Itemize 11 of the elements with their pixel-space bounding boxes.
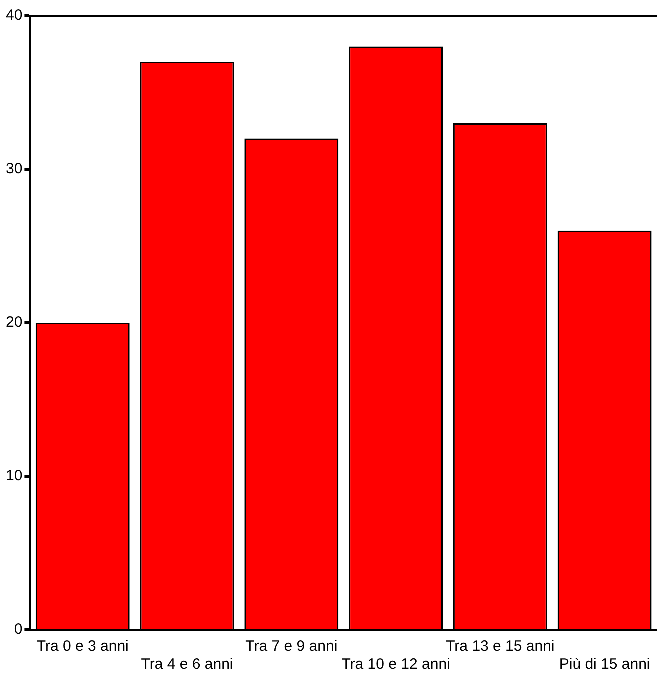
y-tick-label: 30 <box>6 160 23 178</box>
x-tick-label: Più di 15 anni <box>559 656 650 674</box>
y-tick-label: 40 <box>6 7 23 24</box>
x-tick-label: Tra 4 e 6 anni <box>141 656 234 674</box>
x-tick-label: Tra 0 e 3 anni <box>36 638 129 656</box>
y-tick-label: 20 <box>6 314 23 332</box>
x-tick-label: Tra 10 e 12 anni <box>342 656 450 674</box>
y-tick-label: 0 <box>14 621 23 638</box>
x-tick-label: Tra 7 e 9 anni <box>246 638 338 656</box>
y-tick-label: 10 <box>6 468 23 485</box>
x-tick-label: Tra 13 e 15 anni <box>446 638 555 656</box>
